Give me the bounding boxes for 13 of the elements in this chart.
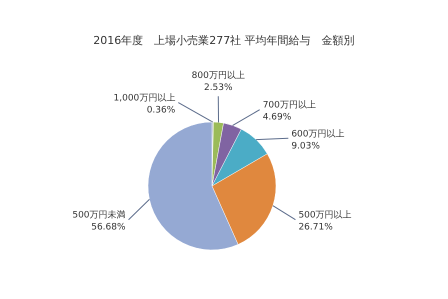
data-label: 2.53% <box>204 83 234 94</box>
slice-label: 800万円以上 <box>192 70 245 82</box>
data-label: 9.03% <box>291 141 320 152</box>
slice-label: 500万円未満 <box>72 210 126 221</box>
slice-label: 500万円以上 <box>298 210 352 221</box>
data-label: 0.36% <box>146 106 176 116</box>
data-label: 4.69% <box>262 112 292 123</box>
slice-label: 1,000万円以上 <box>114 92 176 104</box>
data-label: 26.71% <box>298 222 334 233</box>
slice-label: 600万円以上 <box>291 128 345 140</box>
data-label: 56.68% <box>91 222 126 233</box>
slice-label: 700万円以上 <box>262 100 316 111</box>
chart-title: 2016年度 上場小売業277社 平均年間給与 金額別 <box>93 34 355 47</box>
